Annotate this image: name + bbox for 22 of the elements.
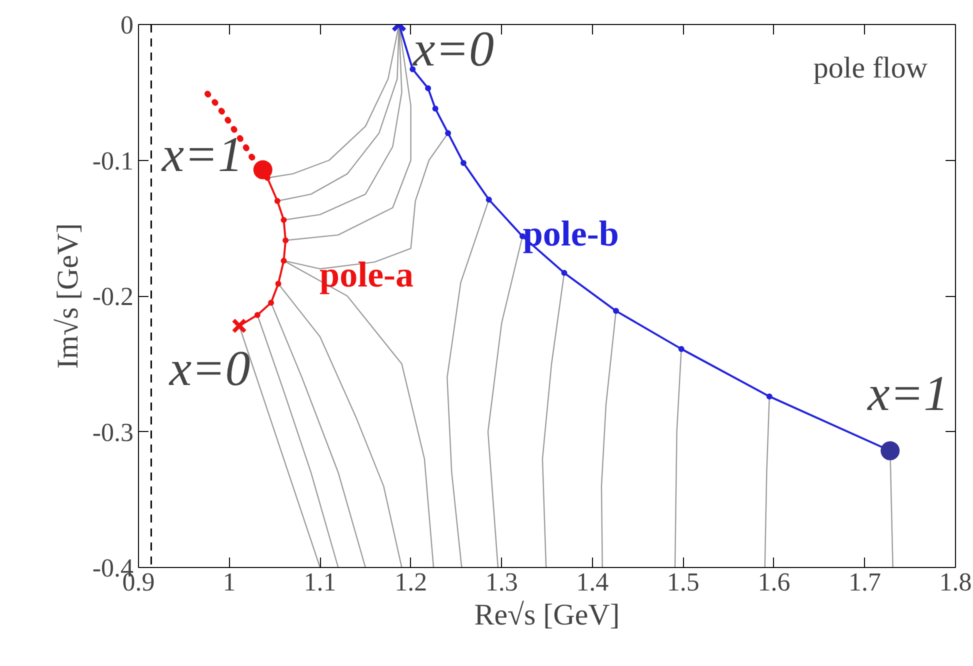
x-tick-label: 1.7 [848, 568, 881, 596]
x-tick-label: 1.3 [485, 568, 518, 596]
x-tick-label: 1.6 [758, 568, 790, 596]
x-tick-label: 1 [222, 568, 236, 596]
x-tick-label: 1.4 [576, 568, 609, 596]
annotation: x=1 [160, 126, 243, 182]
series-label: pole-b [522, 214, 619, 254]
annotation: x=0 [168, 340, 250, 396]
y-tick-label: -0.3 [92, 418, 134, 447]
annotation: x=0 [412, 20, 494, 76]
x-axis-title: Re√s [GeV] [474, 598, 620, 632]
x-tick-label: 1.8 [939, 568, 972, 596]
x-tick-label: 1.1 [304, 568, 336, 596]
y-tick-label: 0 [120, 10, 134, 40]
y-axis-title: Im√s [GeV] [51, 223, 84, 369]
y-tick-label: -0.1 [92, 146, 134, 176]
annotation: pole flow [813, 52, 928, 84]
series-label: pole-a [320, 254, 414, 294]
annotation: x=1 [866, 364, 949, 421]
x-tick-label: 1.5 [666, 568, 700, 596]
y-tick-label: -0.2 [92, 282, 134, 311]
x-tick-label: 1.2 [394, 568, 428, 596]
